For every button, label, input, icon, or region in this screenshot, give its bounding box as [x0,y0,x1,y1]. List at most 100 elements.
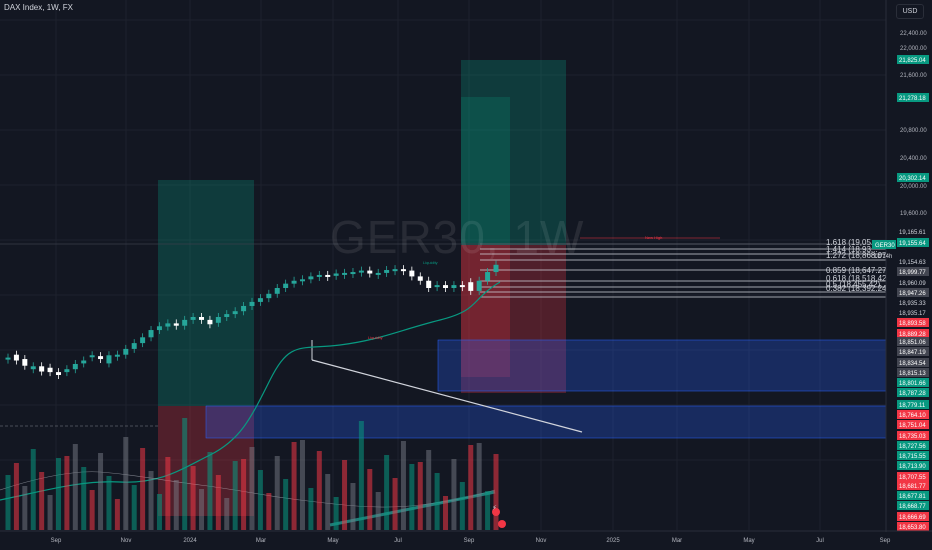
volume-bar [308,488,314,530]
price-label-badge [897,93,929,102]
volume-bar [468,445,474,530]
fib-level-label: 0.859 (18,647.27) [826,266,889,275]
volume-bar [131,485,137,530]
event-flag-icon[interactable] [492,508,500,516]
price-label-badge [897,288,929,297]
volume-bar [367,469,373,530]
time-tick-label: Nov [121,538,132,544]
price-label-badge [897,329,929,338]
price-label-badge [897,173,929,182]
price-label-badge [897,420,929,429]
volume-bar [266,493,272,530]
price-label: 19,165.61 [899,230,926,236]
candle-body [199,317,205,320]
volume-bar [156,494,162,530]
price-label: 18,815.13 [899,371,926,377]
volume-bar [39,472,45,530]
fib-level-label: 0.618 (18,518.42) [826,274,889,283]
price-label-badge [897,501,929,510]
candle-body [392,269,398,272]
candle-body [182,319,188,326]
annotation-label-lower: Liquidity [368,335,383,340]
fib-level-label: 1.414 (18,93... [826,245,878,254]
time-tick-label: 2025 [606,538,620,544]
volume-bar [316,451,322,530]
volume-bar [485,491,491,530]
price-label-badge [897,267,929,276]
volume-bar [443,496,449,530]
candle-body [89,355,95,358]
time-tick-label: Sep [464,538,475,544]
price-label-badge [897,522,929,531]
price-label: 18,727.56 [899,444,926,450]
price-label: 18,847.19 [899,350,926,356]
fib-level-label: 0.382 (18,392.24) [826,284,889,293]
price-label: 20,302.14 [899,176,926,182]
candle-body [13,354,19,361]
volume-bar [434,473,440,530]
price-label-badge [897,441,929,450]
moving-average-line [0,281,501,501]
candle-body [257,298,263,302]
candle-body [342,272,348,275]
candle-body [485,272,491,281]
volume-bar [47,495,53,530]
event-flag-icon-2[interactable] [498,520,506,528]
volume-bar [81,467,87,530]
volume-bar [98,453,104,530]
volume-bar [409,464,415,530]
candle-body [232,311,238,315]
currency-button[interactable]: USD [896,4,924,19]
price-label-badge [897,298,929,307]
price-label: 18,889.28 [899,332,926,338]
price-tick-label: 22,400.00 [900,31,927,37]
trend-line [311,359,583,433]
volume-bar [257,470,263,530]
time-tick-label: 2024 [183,538,197,544]
time-tick-label: Jul [816,538,824,544]
candle-body [30,366,36,370]
price-label: 21,278.18 [899,96,926,102]
candle-body [459,285,465,288]
candle-body [291,280,297,284]
candle-body [493,264,499,273]
price-label-badge [897,238,929,247]
candle-body [358,270,364,273]
price-label: 18,893.58 [899,321,926,327]
price-label: 18,707.55 [899,475,926,481]
price-label-badge [897,257,929,266]
volume-bar [274,456,280,530]
price-label: 18,677.81 [899,494,926,500]
symbol-badge [872,240,896,249]
price-label-badge [897,512,929,521]
candle-body [173,323,179,326]
price-label: 18,764.10 [899,413,926,419]
price-label: 18,935.17 [899,311,926,317]
position-loss-zone-3 [461,245,510,377]
volume-bar [325,474,331,530]
volume-bar [333,497,339,530]
fib-level-labels: 1.618 (19,05...1.414 (18,93...1.272 (18,… [826,238,889,293]
candle-body [434,285,440,288]
price-label-badge [897,347,929,356]
candle-body [325,274,331,277]
volume-bar [22,486,28,530]
price-label: 18,999.77 [899,270,926,276]
volume-bar [182,418,188,530]
candle-body [224,314,230,317]
price-label: 18,801.66 [899,381,926,387]
candle-body [98,356,104,360]
volume-bar [400,441,406,530]
price-label-badge [897,472,929,481]
volume-bar [72,444,78,530]
position-profit-zone-1 [158,180,254,406]
volume-bar [232,461,238,530]
volume-bar [89,490,95,530]
price-label-badge [897,461,929,470]
volume-bar [5,475,11,530]
candle-body [417,276,423,281]
candle-body [72,363,78,370]
candle-body [190,317,196,320]
price-label-badge [897,481,929,490]
